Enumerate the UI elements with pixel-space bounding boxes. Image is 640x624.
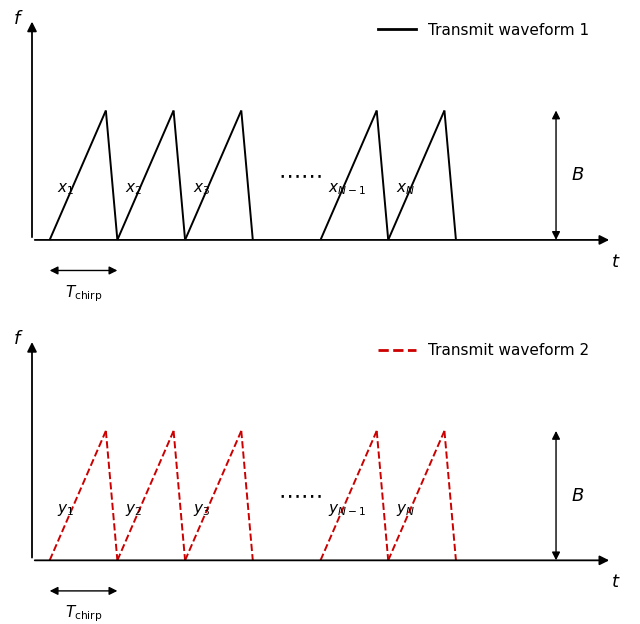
Text: $f$: $f$ [13,330,23,348]
Text: $y_{N-1}$: $y_{N-1}$ [328,502,366,518]
Text: $t$: $t$ [611,253,621,271]
Text: $B$: $B$ [571,166,584,184]
Text: $y_1$: $y_1$ [58,502,74,518]
Text: $B$: $B$ [571,487,584,505]
Text: $x_3$: $x_3$ [193,182,210,197]
Legend: Transmit waveform 1: Transmit waveform 1 [372,17,595,44]
Text: $x_2$: $x_2$ [125,182,142,197]
Text: $y_N$: $y_N$ [396,502,415,518]
Text: $T_{\rm chirp}$: $T_{\rm chirp}$ [65,603,102,624]
Text: $t$: $t$ [611,573,621,591]
Text: $y_2$: $y_2$ [125,502,142,518]
Text: $x_{N-1}$: $x_{N-1}$ [328,182,366,197]
Text: $x_N$: $x_N$ [396,182,415,197]
Text: $f$: $f$ [13,10,23,28]
Text: $\cdots\cdots$: $\cdots\cdots$ [278,165,322,185]
Text: $\cdots\cdots$: $\cdots\cdots$ [278,485,322,505]
Text: $y_3$: $y_3$ [193,502,210,518]
Text: $x_1$: $x_1$ [58,182,74,197]
Text: $T_{\rm chirp}$: $T_{\rm chirp}$ [65,283,102,304]
Legend: Transmit waveform 2: Transmit waveform 2 [372,337,595,364]
